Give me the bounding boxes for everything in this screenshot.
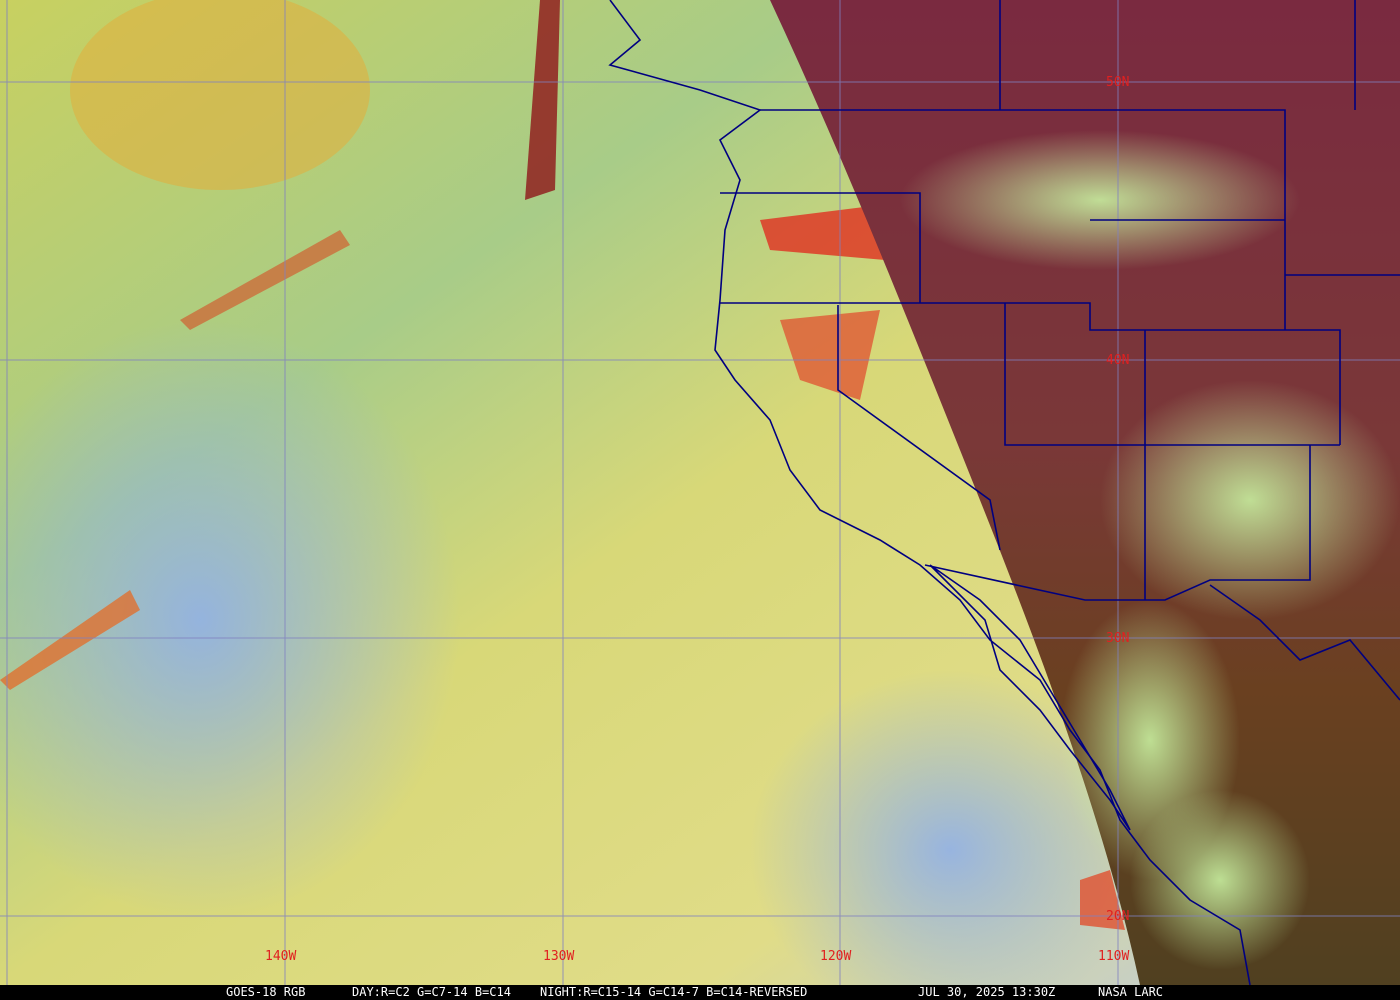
longitude-labels: 140W 130W 120W 110W [265, 949, 1129, 964]
coastline [608, 0, 1251, 985]
cloud-band [180, 230, 350, 330]
state-borders [720, 0, 1400, 601]
day-recipe: DAY:R=C2 G=C7-14 B=C14 [352, 985, 511, 999]
timestamp: JUL 30, 2025 13:30Z [918, 985, 1056, 999]
fire-cloud [760, 205, 885, 260]
lat-label: 40N [1106, 353, 1129, 368]
lat-label: 50N [1106, 75, 1129, 90]
night-recipe: NIGHT:R=C15-14 G=C14-7 B=C14-REVERSED [540, 985, 808, 999]
lat-label: 30N [1106, 631, 1129, 646]
lon-label: 130W [543, 949, 574, 964]
cloud-system [70, 0, 370, 190]
cloud-cluster [1080, 870, 1125, 930]
cloud-band [0, 590, 140, 690]
latitude-labels: 50N 40N 30N 20N [1106, 75, 1129, 924]
clear-ocean-area [0, 320, 460, 920]
political-boundaries [608, 0, 1400, 985]
lon-label: 120W [820, 949, 851, 964]
night-cloud [1130, 790, 1310, 970]
cloud-band [525, 0, 560, 200]
baja-california-coast [929, 564, 1131, 831]
night-cloud [1100, 380, 1400, 620]
mexico-border [1209, 584, 1400, 701]
fire-cloud [780, 310, 880, 400]
night-cloud [900, 130, 1300, 270]
satellite-product: GOES-18 RGB [226, 985, 306, 999]
clear-ocean-area [750, 670, 1150, 985]
lon-label: 140W [265, 949, 296, 964]
lat-label: 20N [1106, 909, 1129, 924]
lon-label: 110W [1098, 949, 1129, 964]
credit: NASA LARC [1098, 985, 1164, 999]
image-caption-bar: GOES-18 RGB DAY:R=C2 G=C7-14 B=C14 NIGHT… [0, 985, 1400, 1000]
